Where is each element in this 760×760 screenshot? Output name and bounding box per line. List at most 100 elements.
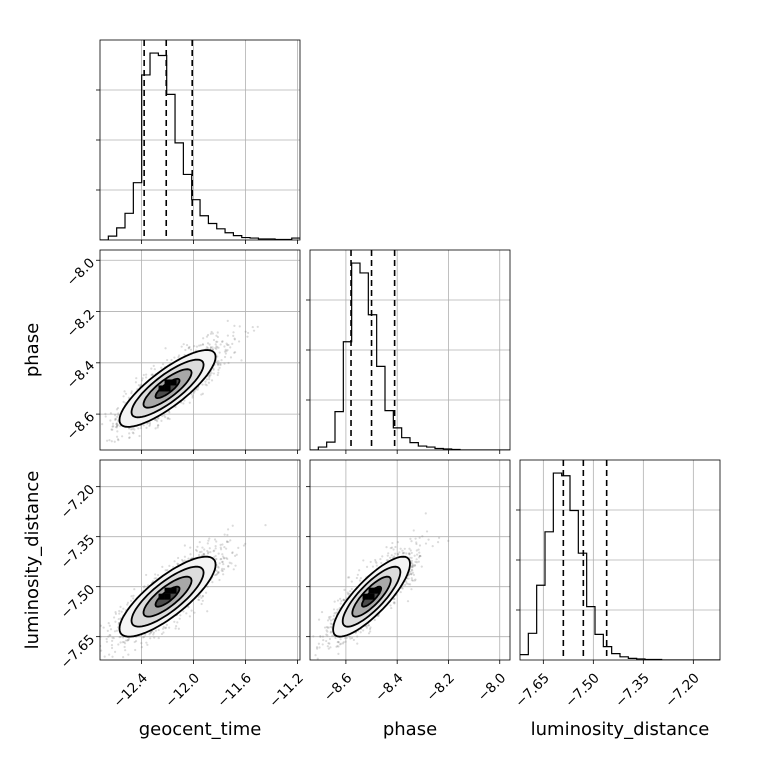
- sample-point: [110, 644, 114, 647]
- sample-point: [208, 375, 211, 378]
- sample-point: [148, 424, 151, 427]
- sample-point: [201, 595, 204, 598]
- sample-point: [321, 635, 325, 638]
- sample-point: [336, 640, 339, 644]
- sample-point: [183, 555, 187, 558]
- sample-point: [212, 338, 216, 342]
- sample-point: [342, 599, 345, 602]
- sample-point: [326, 630, 329, 633]
- sample-point: [138, 434, 141, 438]
- panels-layer: −8.6−8.4−8.2−8.0−12.4 −12.0 −11.6 −11.2−7.6…: [58, 39, 721, 711]
- sample-point: [343, 636, 347, 640]
- sample-point: [199, 594, 202, 597]
- sample-point: [206, 585, 209, 588]
- sample-point: [170, 358, 173, 362]
- density-core-cell: [164, 385, 171, 392]
- sample-point: [202, 552, 205, 556]
- sample-point: [393, 555, 396, 558]
- sample-point: [128, 427, 131, 430]
- sample-point: [314, 654, 317, 657]
- sample-point: [414, 578, 417, 581]
- sample-point: [197, 598, 200, 601]
- sample-point: [407, 577, 410, 580]
- sample-point: [226, 557, 229, 561]
- sample-point: [226, 533, 229, 537]
- sample-point: [215, 347, 218, 351]
- sample-point: [233, 351, 236, 354]
- sample-point: [156, 417, 160, 420]
- panel-frame: [99, 249, 301, 451]
- sample-point: [111, 636, 114, 639]
- sample-point: [231, 551, 234, 555]
- sample-point: [115, 424, 119, 427]
- sample-point: [401, 549, 404, 552]
- sample-point: [205, 346, 208, 349]
- sample-point: [101, 423, 104, 426]
- sample-point: [396, 552, 400, 556]
- sample-point: [182, 402, 185, 405]
- sample-point: [225, 342, 228, 345]
- sample-point: [367, 624, 370, 627]
- sample-point: [118, 636, 121, 639]
- sample-point: [114, 418, 117, 422]
- sample-point: [191, 396, 194, 399]
- sample-point: [160, 419, 163, 422]
- sample-point: [223, 546, 226, 549]
- sample-point: [379, 557, 382, 561]
- sample-point: [108, 634, 111, 637]
- sample-point: [193, 344, 196, 348]
- sample-point: [111, 422, 115, 425]
- sample-point: [156, 424, 160, 427]
- sample-point: [206, 610, 209, 613]
- sample-point: [108, 624, 111, 627]
- sample-point: [206, 549, 209, 553]
- y-tick-label-luminosity_distance: −7.35: [58, 532, 99, 573]
- sample-point: [195, 345, 199, 348]
- sample-point: [121, 435, 124, 438]
- sample-point: [365, 565, 369, 568]
- sample-point: [115, 423, 118, 426]
- sample-point: [134, 648, 137, 652]
- sample-point: [115, 435, 119, 438]
- sample-point: [160, 632, 164, 636]
- sample-point: [106, 629, 109, 633]
- sample-point: [166, 358, 169, 362]
- sample-point: [123, 645, 126, 649]
- sample-point: [216, 373, 219, 377]
- sample-point: [334, 636, 337, 640]
- sample-point: [128, 432, 131, 435]
- sample-point: [221, 543, 224, 546]
- sample-point: [223, 533, 226, 536]
- sample-point: [208, 378, 211, 381]
- sample-point: [122, 656, 125, 659]
- sample-point: [156, 426, 159, 429]
- sample-point: [195, 549, 199, 552]
- sample-point: [211, 332, 214, 335]
- sample-point: [333, 612, 336, 615]
- sample-point: [188, 401, 191, 404]
- sample-point: [124, 649, 127, 652]
- sample-point: [126, 603, 129, 606]
- sample-point: [122, 395, 125, 398]
- sample-point: [119, 605, 122, 608]
- sample-point: [173, 356, 176, 359]
- sample-point: [398, 551, 401, 554]
- sample-point: [140, 379, 144, 382]
- sample-point: [221, 560, 224, 563]
- sample-point: [392, 601, 395, 604]
- sample-point: [111, 639, 114, 642]
- sample-point: [204, 591, 208, 594]
- sample-point: [399, 547, 402, 550]
- sample-point: [319, 635, 322, 638]
- sample-point: [233, 324, 236, 327]
- sample-point: [150, 373, 153, 377]
- sample-point: [393, 601, 396, 604]
- sample-point: [198, 598, 201, 601]
- sample-point: [119, 641, 122, 644]
- sample-point: [89, 461, 91, 463]
- sample-point: [143, 635, 146, 639]
- sample-point: [130, 390, 133, 393]
- sample-point: [229, 539, 232, 542]
- sample-point: [427, 538, 430, 541]
- sample-point: [153, 577, 156, 580]
